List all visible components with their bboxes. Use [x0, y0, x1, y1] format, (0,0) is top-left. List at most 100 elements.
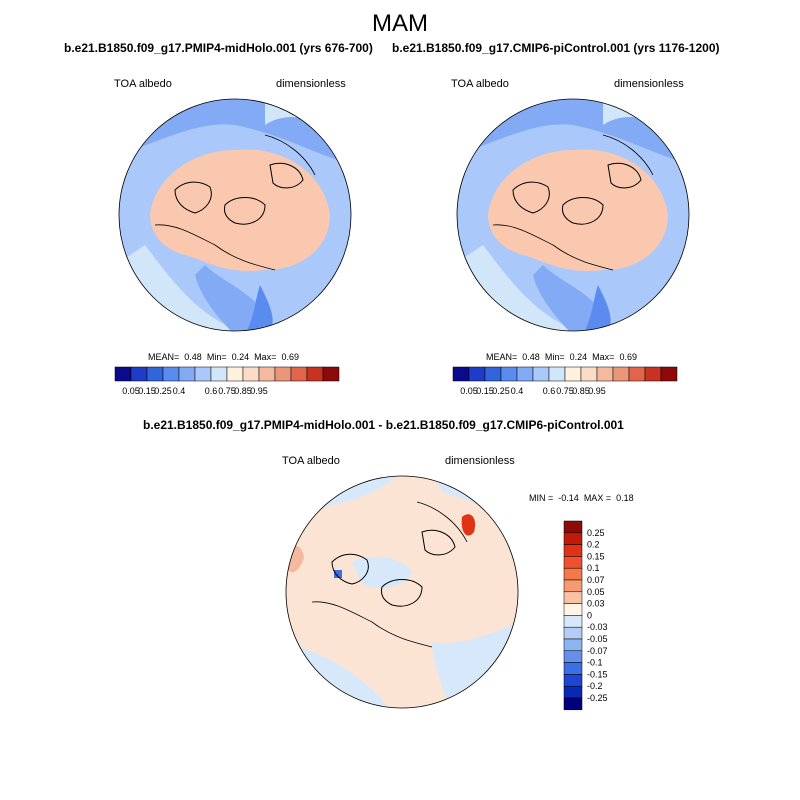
colorbar-swatch — [290, 366, 308, 382]
min-label: MIN = — [529, 493, 554, 503]
mean-label: MEAN= — [148, 352, 180, 362]
colorbar-swatch — [146, 366, 164, 382]
season-title: MAM — [372, 10, 428, 37]
colorbar-swatch — [484, 366, 502, 382]
colorbar-tick-label: 0.75 — [218, 386, 236, 396]
colorbar-swatch — [563, 615, 583, 628]
colorbar-tick-label: 0.1 — [587, 563, 600, 573]
colorbar-swatch — [563, 626, 583, 640]
colorbar-tick-label: 0.4 — [511, 386, 524, 396]
colorbar-swatch — [468, 366, 486, 382]
continent-outline — [492, 134, 654, 271]
positive-anomaly-fill — [286, 476, 518, 708]
max-label: MAX = — [583, 493, 612, 503]
colorbar-tick-label: 0.03 — [587, 599, 605, 609]
panel-1-polar-map — [118, 98, 352, 332]
colorbar-swatch — [628, 366, 646, 382]
colorbar-swatch — [178, 366, 196, 382]
coastline-outline — [512, 162, 642, 225]
colorbar-tick-label: 0.85 — [572, 386, 590, 396]
panel-2-units-label: dimensionless — [614, 78, 684, 90]
max-value: 0.69 — [619, 352, 637, 362]
colorbar-tick-label: 0.75 — [556, 386, 574, 396]
colorbar-tick-label: 0.4 — [173, 386, 186, 396]
colorbar-tick-label: 0.2 — [587, 540, 600, 550]
panel-1-colorbar: 0.050.150.25 0.4 0.6 0.750.850.95 — [114, 366, 340, 396]
max-value: 0.69 — [281, 352, 299, 362]
colorbar-swatch — [563, 520, 583, 534]
colorbar-swatch — [226, 366, 244, 382]
min-value: -0.14 — [558, 493, 579, 503]
colorbar-tick-label: 0.15 — [587, 551, 605, 561]
colorbar-swatch — [563, 567, 583, 581]
colorbar-tick-label: 0.6 — [205, 386, 218, 396]
coastline-outline — [174, 162, 304, 225]
arctic-high-albedo-region — [488, 149, 668, 272]
arctic-high-albedo-region — [150, 149, 330, 272]
japan-region — [245, 285, 273, 331]
colorbar-tick-label: 0.85 — [234, 386, 252, 396]
positive-anomaly-hotspot — [461, 514, 476, 536]
colorbar-tick-label: -0.25 — [587, 693, 608, 703]
colorbar-swatch — [596, 366, 614, 382]
min-value: 0.24 — [569, 352, 588, 362]
colorbar-tick-label: 0.05 — [122, 386, 140, 396]
min-label: Min= — [544, 352, 565, 362]
colorbar-swatch — [563, 662, 583, 675]
map-border — [456, 98, 690, 332]
colorbar-tick-label: 0.25 — [587, 528, 605, 538]
mean-label: MEAN= — [486, 352, 518, 362]
colorbar-swatch — [162, 366, 180, 382]
colorbar-tick-label: 0.6 — [543, 386, 556, 396]
max-label: Max= — [254, 352, 277, 362]
min-label: Min= — [206, 352, 227, 362]
difference-stats: MIN = -0.14 MAX = 0.18 — [529, 493, 634, 503]
colorbar-tick-label: 0.07 — [587, 575, 605, 585]
colorbar-tick-label: -0.05 — [587, 634, 608, 644]
map-border — [118, 98, 352, 332]
japan-region — [583, 285, 611, 331]
colorbar-swatch — [532, 366, 550, 382]
difference-title: b.e21.B1850.f09_g17.PMIP4-midHolo.001 - … — [143, 418, 624, 432]
panel-2-polar-map — [456, 98, 690, 332]
colorbar-swatch — [563, 685, 583, 699]
panel-2-colorbar: 0.050.150.25 0.4 0.6 0.750.850.95 — [452, 366, 678, 396]
panel-2-variable-label: TOA albedo — [451, 78, 509, 90]
colorbar-swatch — [563, 532, 583, 545]
colorbar-tick-label: 0.05 — [587, 587, 605, 597]
colorbar-swatch — [500, 366, 518, 382]
panel-1-stats: MEAN= 0.48 Min= 0.24 Max= 0.69 — [148, 352, 299, 362]
panel-1-variable-label: TOA albedo — [114, 78, 172, 90]
colorbar-swatch — [563, 603, 583, 616]
colorbar-swatch — [563, 556, 583, 569]
colorbar-swatch — [563, 591, 583, 604]
difference-variable-label: TOA albedo — [282, 455, 340, 467]
colorbar-tick-label: -0.03 — [587, 622, 608, 632]
difference-colorbar: 0.25 0.20.15 0.1 0.07 0.05 0.030 -0.03 -0.05 -0.… — [563, 520, 608, 711]
colorbar-tick-label: 0.05 — [460, 386, 478, 396]
panel-1-title: b.e21.B1850.f09_g17.PMIP4-midHolo.001 (y… — [64, 41, 373, 55]
coastline-outline — [331, 529, 456, 607]
mean-value: 0.48 — [522, 352, 540, 362]
colorbar-swatch — [564, 366, 582, 382]
colorbar-tick-label: -0.2 — [587, 681, 603, 691]
colorbar-swatch — [210, 366, 228, 382]
map-border — [285, 475, 519, 709]
colorbar-swatch — [563, 674, 583, 687]
colorbar-swatch — [580, 366, 598, 382]
colorbar-swatch — [194, 366, 212, 382]
colorbar-swatch — [563, 579, 583, 593]
colorbar-tick-label: 0.15 — [476, 386, 494, 396]
colorbar-swatch — [548, 366, 566, 382]
negative-anomaly-hotspot — [334, 570, 342, 578]
continent-outline — [311, 501, 468, 648]
colorbar-swatch — [563, 638, 583, 652]
max-label: Max= — [592, 352, 615, 362]
colorbar-swatch — [130, 366, 148, 382]
colorbar-tick-label: 0.95 — [250, 386, 268, 396]
colorbar-tick-label: 0.15 — [138, 386, 156, 396]
difference-units-label: dimensionless — [445, 455, 515, 467]
panel-2-title: b.e21.B1850.f09_g17.CMIP6-piControl.001 … — [392, 41, 720, 55]
colorbar-swatch — [644, 366, 662, 382]
colorbar-tick-label: 0.25 — [492, 386, 510, 396]
